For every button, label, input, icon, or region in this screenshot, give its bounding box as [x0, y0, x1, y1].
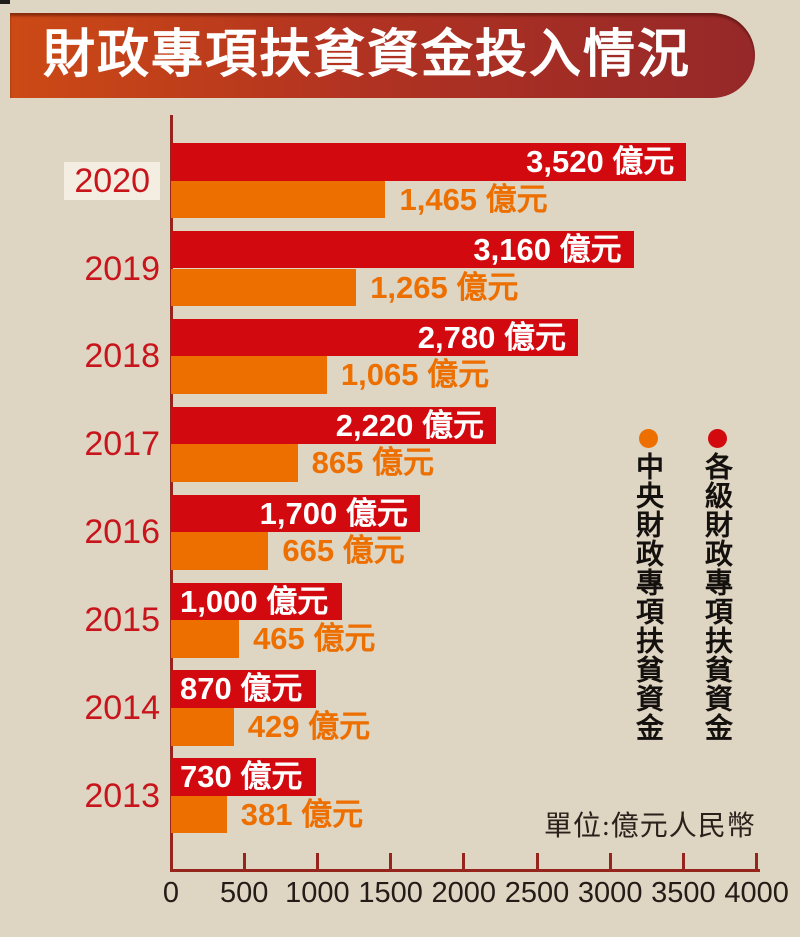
bar-value-label: 429 億元: [247, 709, 371, 744]
bar-value-label: 1,065 億元: [340, 357, 490, 393]
bar-value-label: 381 億元: [240, 796, 364, 832]
year-text: 2020: [64, 161, 160, 200]
year-label-2016: 2016: [0, 513, 160, 551]
year-text: 2019: [84, 249, 160, 288]
bar-value-label: 1,700 億元: [259, 495, 408, 531]
page-title: 財政專項扶貧資金投入情況: [43, 26, 692, 84]
year-text: 2016: [84, 513, 160, 552]
x-axis-tick: [755, 853, 759, 869]
bar-total-2014: 870 億元: [171, 670, 317, 708]
bar-total-2015: 1,000 億元: [171, 582, 343, 621]
legend-label-central: 中央財政專項扶貧資金: [633, 452, 664, 742]
bar-value-label: 1,465 億元: [399, 181, 548, 217]
bar-value-label: 730 億元: [171, 758, 317, 796]
year-text: 2017: [84, 425, 160, 464]
bar-total-2020: 3,520 億元: [171, 143, 687, 181]
x-axis-tick: [681, 853, 685, 869]
bar-value-label: 870 億元: [171, 670, 317, 708]
title-banner: 財政專項扶貧資金投入情況: [10, 13, 755, 98]
x-axis-tick-label: 500: [219, 877, 269, 909]
x-axis-tick-label: 3500: [651, 877, 716, 909]
year-text: 2013: [84, 776, 160, 815]
year-text: 2018: [84, 337, 160, 376]
bar-central-2019: [171, 268, 357, 307]
x-axis-tick-label: 0: [162, 877, 180, 909]
bar-value-label: 1,000 億元: [171, 582, 343, 621]
x-axis-tick-label: 4000: [724, 877, 789, 909]
bar-value-label: 3,520 億元: [526, 144, 675, 179]
bar-central-2016: [171, 532, 269, 570]
bar-total-2018: 2,780 億元: [171, 318, 578, 357]
year-text: 2015: [84, 601, 160, 640]
x-axis-tick-label: 2000: [431, 877, 497, 909]
bar-total-2017: 2,220 億元: [171, 406, 496, 445]
year-label-2019: 2019: [0, 250, 160, 288]
x-axis-tick: [389, 853, 393, 869]
x-axis-tick-label: 2500: [504, 877, 570, 909]
bar-value-label: 465 億元: [253, 621, 376, 657]
x-axis-tick: [608, 853, 612, 869]
bar-central-2017: [171, 444, 298, 482]
bar-value-label: 1,265 億元: [370, 269, 519, 305]
bar-total-2019: 3,160 億元: [171, 230, 634, 269]
bar-central-2013: [171, 795, 227, 834]
x-axis-tick-label: 1000: [285, 877, 350, 909]
unit-note: 單位:億元人民幣: [544, 811, 756, 842]
bar-value-label: 2,780 億元: [417, 319, 566, 355]
legend-dot-central: [639, 429, 658, 448]
corner-mark: [0, 0, 10, 4]
year-label-2020: 2020: [0, 161, 160, 200]
bar-total-2013: 730 億元: [171, 758, 317, 796]
year-label-2017: 2017: [0, 425, 160, 463]
legend-dot-total: [708, 429, 727, 448]
year-label-2013: 2013: [0, 777, 160, 815]
bar-value-label: 3,160 億元: [473, 231, 622, 267]
y-axis-line: [170, 115, 173, 872]
x-axis-tick-label: 3000: [577, 877, 643, 909]
bar-value-label: 665 億元: [282, 533, 405, 569]
bar-central-2018: [171, 356, 327, 394]
bar-central-2015: [171, 620, 240, 658]
x-axis-tick: [462, 853, 466, 869]
bar-central-2020: [171, 180, 386, 219]
x-axis-tick-label: 1500: [358, 877, 423, 909]
bar-central-2014: [171, 708, 234, 746]
x-axis-tick: [315, 853, 319, 869]
legend-label-total: 各級財政專項扶貧資金: [702, 452, 733, 742]
bar-total-2016: 1,700 億元: [171, 494, 420, 533]
year-text: 2014: [84, 689, 160, 727]
year-label-2014: 2014: [0, 689, 160, 727]
x-axis-line: [170, 869, 760, 872]
year-label-2018: 2018: [0, 337, 160, 375]
bar-value-label: 865 億元: [311, 445, 434, 481]
x-axis-tick: [242, 853, 246, 869]
bar-value-label: 2,220 億元: [335, 407, 484, 443]
year-label-2015: 2015: [0, 601, 160, 639]
x-axis-tick: [535, 853, 539, 869]
